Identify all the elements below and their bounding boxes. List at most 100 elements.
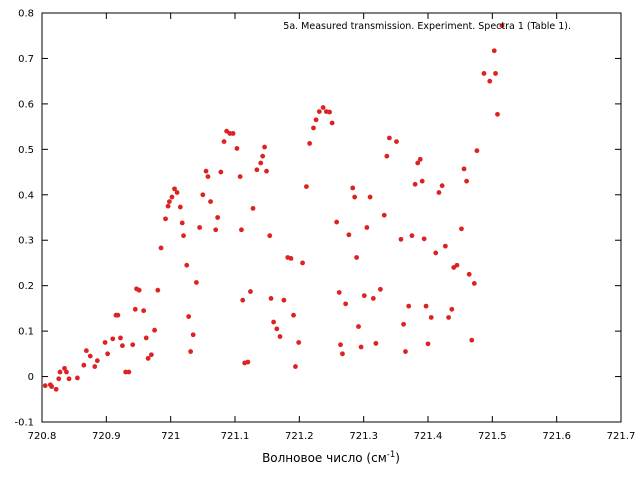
data-point — [264, 168, 269, 174]
x-tick-label: 721.4 — [414, 431, 443, 442]
data-point — [221, 139, 227, 145]
data-point — [102, 340, 108, 345]
data-point — [403, 349, 408, 354]
data-point — [412, 181, 418, 187]
data-point — [81, 362, 87, 368]
data-point — [313, 117, 319, 123]
data-point — [155, 287, 161, 293]
data-point — [62, 365, 67, 371]
data-point — [179, 220, 185, 226]
data-point — [433, 250, 439, 256]
x-tick-label: 721.1 — [221, 431, 250, 442]
data-point — [499, 23, 505, 29]
data-point — [406, 303, 412, 309]
data-point — [245, 359, 251, 365]
data-point — [74, 375, 80, 381]
data-point — [377, 286, 383, 292]
x-axis-title-text: Волновое число (см — [262, 451, 387, 465]
data-point — [446, 315, 451, 320]
data-point — [329, 120, 335, 126]
data-point — [421, 236, 427, 242]
data-point — [158, 245, 164, 251]
data-point — [143, 335, 149, 341]
data-point — [194, 280, 199, 285]
y-tick-label: 0.8 — [18, 9, 34, 20]
x-tick-label: 721.3 — [349, 431, 378, 442]
data-point — [384, 153, 390, 159]
data-point — [234, 146, 240, 151]
data-point — [271, 319, 276, 325]
data-point — [334, 219, 340, 225]
axes: 720.8 720.9 721 721.1 721.2 721.3 721.4 721.5 72… — [14, 9, 635, 443]
data-point — [296, 340, 302, 345]
data-point — [213, 227, 219, 233]
data-point — [439, 183, 445, 189]
data-point — [381, 212, 387, 218]
data-point — [49, 384, 55, 389]
data-point — [248, 289, 253, 294]
x-tick-label: 721.2 — [285, 431, 314, 442]
data-point — [320, 105, 326, 110]
data-point — [169, 194, 175, 200]
data-point — [118, 335, 123, 341]
x-axis-title-tail: ) — [395, 451, 400, 465]
x-axis-title-superscript: -1 — [387, 450, 395, 460]
data-point — [132, 306, 138, 312]
data-point — [105, 351, 111, 357]
x-tick-label: 721.5 — [478, 431, 507, 442]
data-point — [237, 174, 243, 180]
data-point — [208, 199, 213, 204]
data-point — [230, 131, 236, 136]
data-point — [172, 186, 177, 192]
data-point — [423, 303, 429, 309]
data-point — [163, 216, 168, 222]
data-point — [415, 160, 421, 166]
data-point — [136, 287, 142, 293]
data-point — [364, 225, 370, 230]
data-point — [464, 178, 469, 184]
data-point — [145, 355, 151, 361]
data-point — [190, 332, 196, 338]
data-point — [200, 192, 206, 198]
data-point — [307, 141, 313, 146]
data-point — [260, 153, 266, 159]
data-point — [356, 324, 361, 329]
chart-title: 5a. Measured transmission. Experiment. S… — [283, 21, 571, 32]
data-point — [336, 290, 342, 295]
data-point — [215, 215, 221, 220]
data-point — [141, 308, 147, 314]
data-point — [281, 297, 287, 303]
data-point — [454, 262, 460, 268]
data-point — [338, 342, 343, 348]
y-tick-label: 0.4 — [18, 190, 34, 201]
data-point — [311, 125, 316, 131]
y-tick-label: 0.1 — [18, 327, 34, 338]
data-point — [459, 226, 464, 232]
x-axis-title: Волновое число (см-1) — [262, 450, 400, 465]
data-point — [57, 369, 63, 375]
data-point — [316, 109, 322, 115]
data-point — [56, 376, 62, 382]
data-point — [181, 233, 186, 239]
data-point — [110, 336, 116, 342]
data-point — [66, 376, 72, 382]
data-point — [419, 178, 425, 184]
y-tick-label: -0.1 — [14, 418, 34, 429]
data-point — [174, 190, 180, 195]
data-point — [92, 364, 98, 369]
data-point — [352, 194, 358, 200]
data-point — [367, 194, 373, 200]
data-point — [258, 160, 264, 166]
plot-border — [41, 12, 622, 423]
data-point — [115, 312, 121, 318]
data-point — [83, 348, 89, 354]
y-tick-label: 0.6 — [18, 99, 34, 110]
data-point — [304, 184, 309, 190]
data-point — [487, 78, 493, 84]
data-point — [64, 369, 69, 375]
data-point — [373, 340, 379, 346]
y-tick-label: 0 — [28, 372, 34, 383]
data-point — [42, 383, 48, 389]
data-point — [361, 293, 367, 299]
